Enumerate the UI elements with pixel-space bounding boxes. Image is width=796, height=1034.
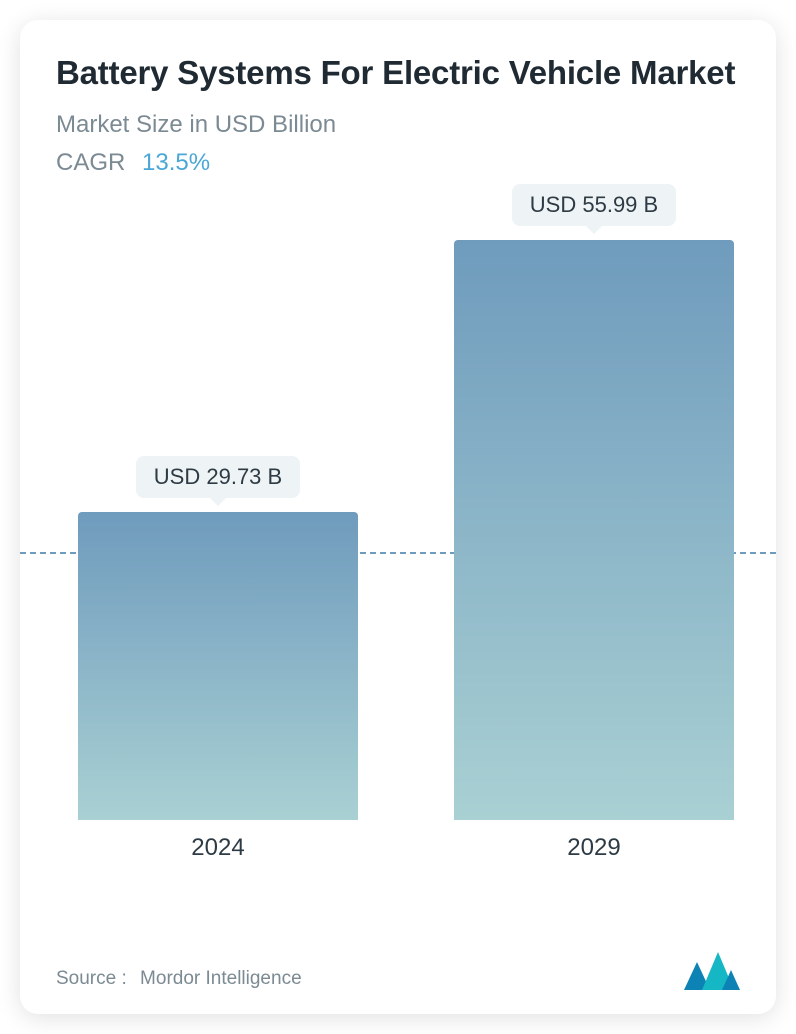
year-label: 2024 [191,834,244,862]
bar-chart: USD 29.73 B2024USD 55.99 B2029 [56,260,740,904]
cagr-value: 13.5% [142,149,210,176]
bar-group: USD 29.73 B 2024 [78,456,358,862]
source-text: Source : Mordor Intelligence [56,968,302,990]
brand-logo-icon [684,950,740,990]
value-bubble: USD 55.99 B [512,184,676,226]
source-label: Source : [56,968,127,989]
bar [78,512,358,820]
report-card: Battery Systems For Electric Vehicle Mar… [20,20,776,1014]
source-name: Mordor Intelligence [140,968,302,989]
footer-row: Source : Mordor Intelligence [56,950,740,990]
cagr-label: CAGR [56,149,125,176]
subtitle: Market Size in USD Billion [56,111,740,139]
cagr-row: CAGR 13.5% [56,149,740,177]
value-bubble: USD 29.73 B [136,456,300,498]
bar-group: USD 55.99 B 2029 [454,184,734,862]
year-label: 2029 [567,834,620,862]
page-title: Battery Systems For Electric Vehicle Mar… [56,52,740,93]
bar [454,240,734,820]
